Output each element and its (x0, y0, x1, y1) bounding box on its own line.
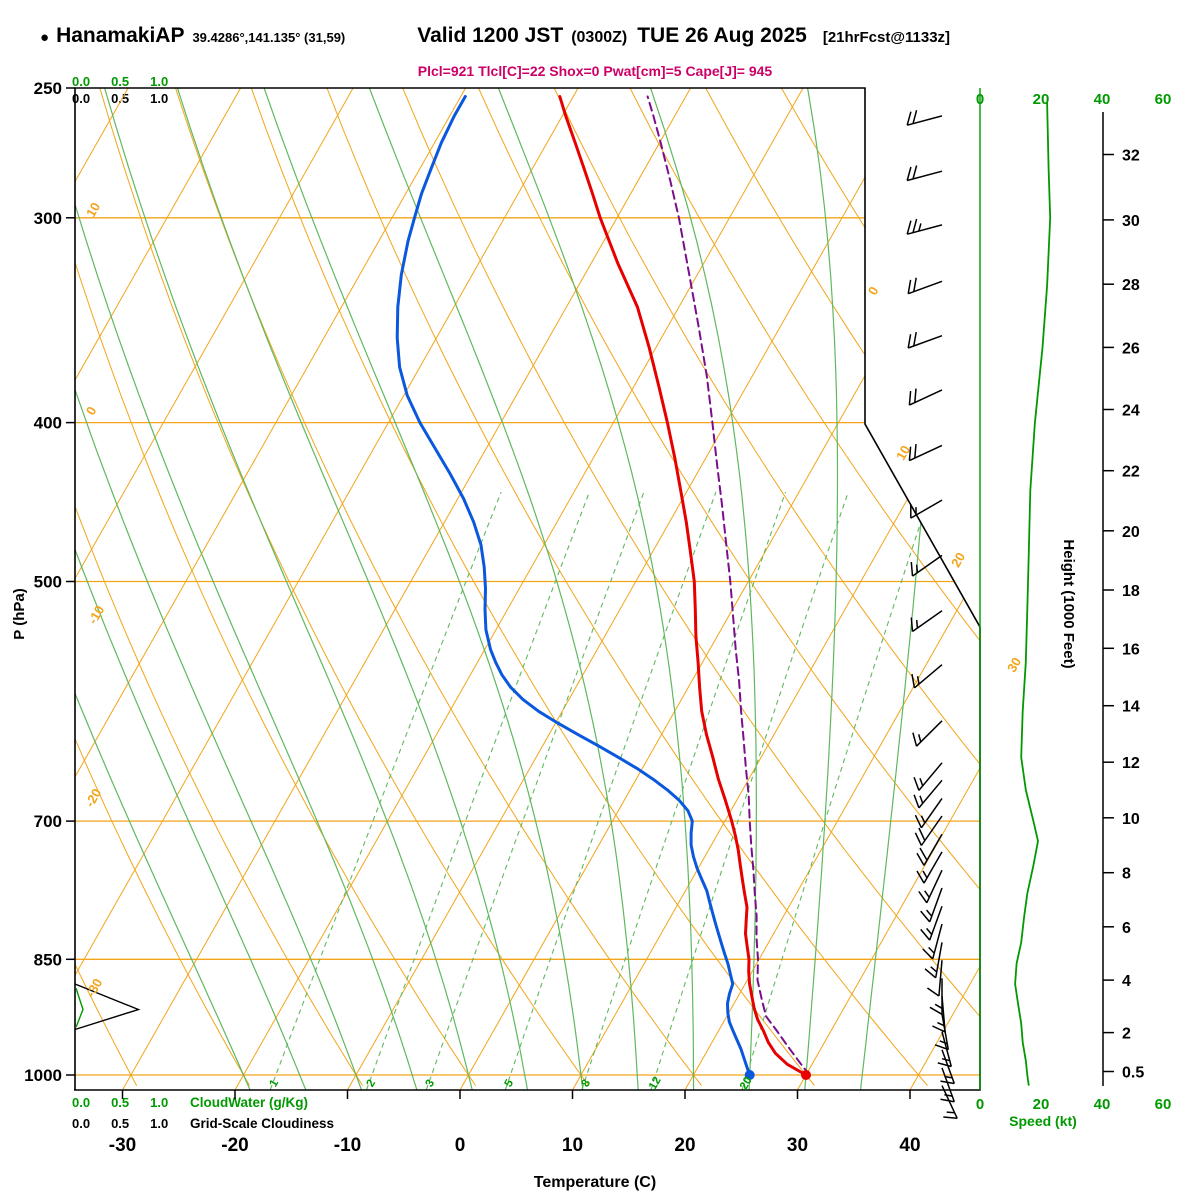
svg-text:Temperature (C): Temperature (C) (534, 1174, 656, 1191)
svg-text:P (hPa): P (hPa) (11, 588, 28, 639)
svg-text:60: 60 (1155, 1096, 1172, 1113)
svg-text:4: 4 (1122, 973, 1131, 990)
svg-text:12: 12 (647, 1075, 664, 1092)
cloudwater-profile (75, 987, 84, 1028)
svg-text:Speed (kt): Speed (kt) (1009, 1113, 1077, 1129)
svg-text:3: 3 (424, 1078, 438, 1090)
surface-dewpoint-dot (744, 1070, 755, 1080)
speed-curve (1014, 102, 1052, 1086)
svg-text:20: 20 (738, 1075, 755, 1092)
svg-text:0: 0 (455, 1135, 466, 1156)
svg-text:24: 24 (1122, 403, 1140, 420)
svg-text:60: 60 (1155, 91, 1172, 108)
svg-text:-30: -30 (83, 976, 105, 1000)
surface-temp-dot (801, 1070, 811, 1080)
svg-text:14: 14 (1122, 699, 1140, 716)
svg-text:22: 22 (1122, 464, 1140, 481)
svg-text:700: 700 (34, 812, 62, 831)
svg-text:2: 2 (365, 1078, 379, 1090)
svg-text:0: 0 (865, 284, 882, 298)
title-bar: ● HanamakiAP 39.4286°,141.135° (31,59) V… (40, 24, 950, 48)
svg-text:-20: -20 (221, 1135, 248, 1156)
svg-text:300: 300 (34, 209, 62, 228)
svg-text:850: 850 (34, 950, 62, 969)
cloudiness-scale-bottom: 0.0 0.5 1.0 (72, 1116, 169, 1131)
svg-text:-10: -10 (334, 1135, 361, 1156)
svg-text:500: 500 (34, 573, 62, 592)
dewpoint-curve (395, 95, 752, 1077)
svg-text:32: 32 (1122, 148, 1140, 165)
svg-text:400: 400 (34, 414, 62, 433)
svg-text:26: 26 (1122, 340, 1140, 357)
svg-text:40: 40 (899, 1135, 920, 1156)
svg-text:20: 20 (1122, 524, 1140, 541)
grid-mixing-ratio (269, 491, 932, 1090)
svg-text:0: 0 (976, 1096, 984, 1113)
grid-moist-adiabats (75, 88, 945, 1090)
height-axis: 32 30 28 26 24 22 20 18 16 14 12 10 8 6 4 2 0.5 Height (1… (1060, 112, 1144, 1086)
svg-text:10: 10 (83, 200, 103, 220)
station-coords: 39.4286°,141.135° (31,59) (192, 30, 346, 45)
station-bullet-icon: ● (40, 29, 50, 46)
svg-text:0.5: 0.5 (1122, 1065, 1144, 1082)
valid-time: Valid 1200 JST (417, 24, 564, 47)
svg-text:8: 8 (580, 1077, 594, 1089)
svg-text:20: 20 (1033, 91, 1050, 108)
cloudwater-legend-label: CloudWater (g/Kg) (190, 1095, 308, 1110)
cloudwater-scale-bottom: 0.0 0.5 1.0 (72, 1095, 169, 1110)
svg-text:20: 20 (674, 1135, 695, 1156)
speed-axis: 0 0 20 20 40 40 60 60 Speed (kt) (976, 88, 1172, 1129)
svg-text:30: 30 (1004, 655, 1024, 675)
svg-text:0: 0 (83, 404, 100, 418)
forecast-lead-info: [21hrFcst@1133z] (822, 29, 951, 46)
svg-text:10: 10 (1122, 811, 1140, 828)
svg-text:0: 0 (976, 91, 984, 108)
svg-text:1000: 1000 (24, 1066, 62, 1085)
svg-text:Height (1000 Feet): Height (1000 Feet) (1060, 539, 1077, 668)
grid-orange (75, 88, 980, 1090)
svg-text:-30: -30 (109, 1135, 136, 1156)
svg-text:16: 16 (1122, 641, 1140, 658)
valid-zulu: (0300Z) (571, 29, 628, 46)
svg-text:30: 30 (1122, 213, 1140, 230)
svg-text:-20: -20 (82, 786, 104, 810)
temperature-axis: -30 -20 -10 0 10 20 30 40 Temperature (C) (109, 1090, 921, 1191)
svg-text:2: 2 (1122, 1026, 1131, 1043)
cloudwater-scale-top: 0.0 0.5 1.0 (72, 74, 169, 89)
svg-text:12: 12 (1122, 755, 1140, 772)
parcel-curve (646, 95, 811, 1076)
pressure-axis: 250 300 400 500 700 850 1000 P (hPa) (11, 79, 75, 1085)
cloudiness-legend-label: Grid-Scale Cloudiness (190, 1116, 335, 1131)
stability-parameters: Plcl=921 Tlcl[C]=22 Shox=0 Pwat[cm]=5 Ca… (417, 63, 773, 79)
svg-text:30: 30 (787, 1135, 808, 1156)
svg-text:40: 40 (1094, 1096, 1111, 1113)
svg-text:6: 6 (1122, 920, 1131, 937)
svg-text:20: 20 (1033, 1096, 1050, 1113)
svg-text:250: 250 (34, 79, 62, 98)
station-name: HanamakiAP (56, 24, 185, 47)
svg-text:10: 10 (562, 1135, 583, 1156)
valid-date: TUE 26 Aug 2025 (637, 24, 807, 47)
temperature-curve (558, 95, 808, 1077)
svg-text:8: 8 (1122, 866, 1131, 883)
svg-text:10: 10 (893, 443, 913, 463)
svg-text:28: 28 (1122, 277, 1140, 294)
wind-barbs (906, 110, 958, 1120)
svg-text:20: 20 (948, 550, 968, 570)
cloudiness-profile (74, 983, 141, 1031)
plot-boundary (74, 87, 981, 1091)
svg-text:40: 40 (1094, 91, 1111, 108)
svg-text:18: 18 (1122, 583, 1140, 600)
